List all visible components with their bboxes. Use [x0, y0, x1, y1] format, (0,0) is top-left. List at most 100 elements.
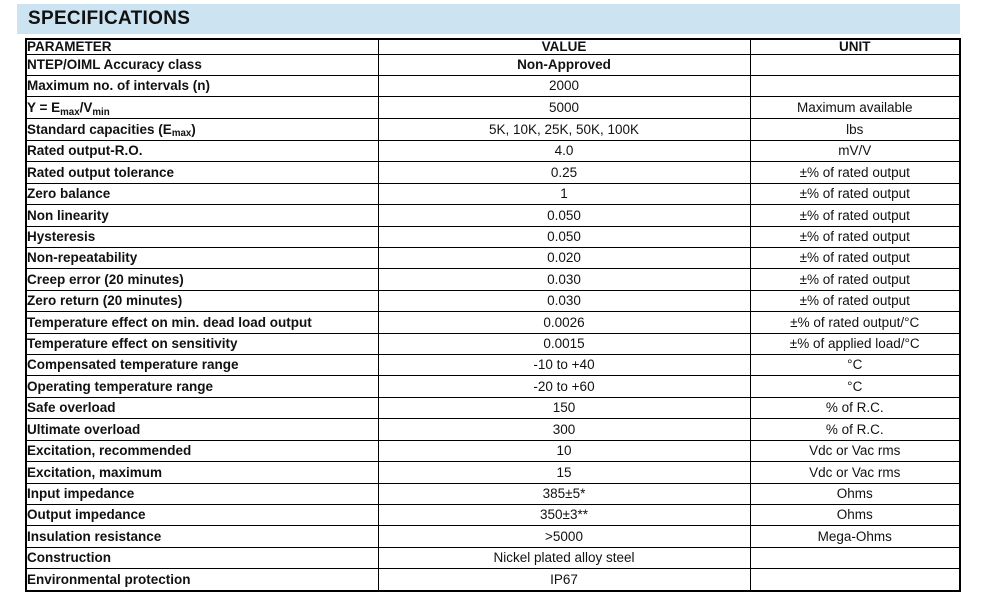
unit-cell: % of R.C.	[749, 418, 961, 441]
parameter-cell: Construction	[25, 546, 379, 570]
table-row: Rated output tolerance 0.25 ±% of rated ou…	[25, 161, 961, 184]
value-cell: 0.030	[377, 268, 751, 291]
value-cell: 1	[377, 182, 751, 206]
value-cell: 10	[377, 439, 751, 463]
value-cell: 350±3**	[377, 503, 751, 527]
unit-cell: ±% of rated output/°C	[749, 311, 961, 334]
table-row: NTEP/OIML Accuracy class Non-Approved	[25, 53, 961, 76]
parameter-cell: Safe overload	[25, 396, 379, 420]
value-cell: 2000	[377, 74, 751, 98]
table-row: Zero balance 1 ±% of rated output	[25, 182, 961, 206]
parameter-cell: Standard capacities (Emax)	[25, 118, 379, 141]
value-cell: 4.0	[377, 139, 751, 163]
table-row: Operating temperature range -20 to +60 °C	[25, 375, 961, 398]
value-cell: 15	[377, 461, 751, 484]
unit-cell: ±% of rated output	[749, 246, 961, 270]
table-row: Excitation, recommended 10 Vdc or Vac rms	[25, 439, 961, 463]
parameter-cell: Creep error (20 minutes)	[25, 268, 379, 291]
value-cell: 150	[377, 396, 751, 420]
spec-table-body: NTEP/OIML Accuracy class Non-Approved Maxi…	[25, 53, 961, 592]
table-row: Input impedance 385±5* Ohms	[25, 482, 961, 505]
table-row: Safe overload 150% of R.C.	[25, 396, 961, 420]
unit-cell: ±% of rated output	[749, 161, 961, 184]
unit-cell: % of R.C.	[749, 396, 961, 420]
column-header-parameter: PARAMETER	[25, 38, 379, 55]
unit-cell: Ohms	[749, 482, 961, 505]
table-row: Environmental protection IP67	[25, 568, 961, 592]
value-cell: 0.030	[377, 289, 751, 313]
value-cell: IP67	[377, 568, 751, 592]
column-header-unit: UNIT	[749, 38, 961, 55]
parameter-cell: Zero return (20 minutes)	[25, 289, 379, 313]
unit-cell: Ohms	[749, 503, 961, 527]
unit-cell: lbs	[749, 118, 961, 141]
value-cell: -10 to +40	[377, 354, 751, 377]
table-row: Non-repeatability 0.020 ±% of rated output	[25, 246, 961, 270]
value-cell: 0.0015	[377, 332, 751, 356]
value-cell: Non-Approved	[377, 53, 751, 76]
parameter-cell: Zero balance	[25, 182, 379, 206]
page-title: SPECIFICATIONS	[28, 8, 191, 29]
table-row: Ultimate overload 300% of R.C.	[25, 418, 961, 441]
table-row: Compensated temperature range -10 to +40 °…	[25, 354, 961, 377]
unit-cell	[749, 53, 961, 76]
value-cell: 0.050	[377, 225, 751, 248]
unit-cell	[749, 568, 961, 592]
value-cell: 0.0026	[377, 311, 751, 334]
table-row: Non linearity 0.050 ±% of rated output	[25, 204, 961, 227]
table-row: Temperature effect on sensitivity 0.0015 ±…	[25, 332, 961, 356]
parameter-cell: Temperature effect on min. dead load out…	[25, 311, 379, 334]
value-cell: 5K, 10K, 25K, 50K, 100K	[377, 118, 751, 141]
unit-cell: Maximum available	[749, 96, 961, 120]
table-row: Temperature effect on min. dead load out…	[25, 311, 961, 334]
unit-cell	[749, 74, 961, 98]
parameter-cell: Rated output-R.O.	[25, 139, 379, 163]
parameter-cell: Operating temperature range	[25, 375, 379, 398]
parameter-cell: Output impedance	[25, 503, 379, 527]
unit-cell: Mega-Ohms	[749, 525, 961, 548]
parameter-cell: Y = Emax/Vmin	[25, 96, 379, 120]
table-row: Excitation, maximum 15 Vdc or Vac rms	[25, 461, 961, 484]
unit-cell: °C	[749, 354, 961, 377]
table-row: Y = Emax/Vmin 5000 Maximum available	[25, 96, 961, 120]
unit-cell: Vdc or Vac rms	[749, 439, 961, 463]
unit-cell	[749, 546, 961, 570]
table-row: Standard capacities (Emax) 5K, 10K, 25K, …	[25, 118, 961, 141]
unit-cell: Vdc or Vac rms	[749, 461, 961, 484]
table-header-row: PARAMETER VALUE UNIT	[25, 38, 961, 55]
parameter-cell: Rated output tolerance	[25, 161, 379, 184]
value-cell: 385±5*	[377, 482, 751, 505]
value-cell: 0.25	[377, 161, 751, 184]
unit-cell: ±% of rated output	[749, 268, 961, 291]
unit-cell: ±% of rated output	[749, 182, 961, 206]
table-row: Construction Nickel plated alloy steel	[25, 546, 961, 570]
table-row: Creep error (20 minutes) 0.030 ±% of rated…	[25, 268, 961, 291]
specifications-table: PARAMETER VALUE UNIT NTEP/OIML Accuracy …	[25, 38, 961, 592]
parameter-cell: Excitation, recommended	[25, 439, 379, 463]
value-cell: 300	[377, 418, 751, 441]
unit-cell: °C	[749, 375, 961, 398]
value-cell: -20 to +60	[377, 375, 751, 398]
parameter-cell: NTEP/OIML Accuracy class	[25, 53, 379, 76]
unit-cell: ±% of applied load/°C	[749, 332, 961, 356]
value-cell: 5000	[377, 96, 751, 120]
table-row: Maximum no. of intervals (n) 2000	[25, 74, 961, 98]
parameter-cell: Excitation, maximum	[25, 461, 379, 484]
parameter-cell: Environmental protection	[25, 568, 379, 592]
parameter-cell: Insulation resistance	[25, 525, 379, 548]
unit-cell: ±% of rated output	[749, 289, 961, 313]
parameter-cell: Temperature effect on sensitivity	[25, 332, 379, 356]
table-row: Zero return (20 minutes) 0.030 ±% of rated…	[25, 289, 961, 313]
table-row: Rated output-R.O. 4.0 mV/V	[25, 139, 961, 163]
specifications-title-band: SPECIFICATIONS	[17, 4, 960, 34]
table-row: Insulation resistance >5000 Mega-Ohms	[25, 525, 961, 548]
parameter-cell: Hysteresis	[25, 225, 379, 248]
parameter-cell: Input impedance	[25, 482, 379, 505]
unit-cell: ±% of rated output	[749, 204, 961, 227]
value-cell: >5000	[377, 525, 751, 548]
column-header-value: VALUE	[377, 38, 751, 55]
value-cell: Nickel plated alloy steel	[377, 546, 751, 570]
parameter-cell: Non linearity	[25, 204, 379, 227]
value-cell: 0.020	[377, 246, 751, 270]
table-row: Output impedance 350±3** Ohms	[25, 503, 961, 527]
